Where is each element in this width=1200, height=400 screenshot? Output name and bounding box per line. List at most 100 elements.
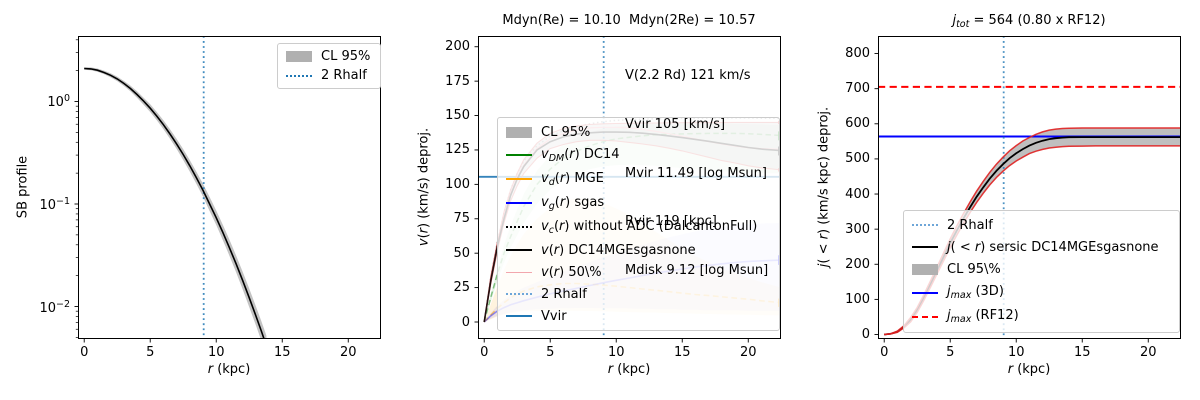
y-tick-label: 100 [845,291,870,307]
legend-line-swatch [912,315,938,318]
legend-label: 2 Rhalf [321,68,367,83]
axes-frame [878,36,1181,339]
plot-title: Mdyn(Re) = 10.10 Mdyn(2Re) = 10.57 [502,13,756,28]
text-part: DM [548,152,565,164]
text-part: (RF12) [971,308,1019,324]
legend-line-swatch [912,224,938,227]
text-part: (kpc) [1013,362,1051,377]
y-tick-label: 600 [845,116,870,132]
legend-entry: vc(r) without ADC (DalcantonFull) [506,219,771,236]
y-tick-label: 100 [47,93,70,111]
text-part: r [559,194,566,210]
legend-label: jmax (3D) [947,284,1004,301]
legend-entry: vDM(r) DC14 [506,147,771,164]
y-tick-label: 10−2 [39,298,70,316]
text-part: ) sersic DC14MGEsgasnone [980,239,1159,255]
y-tick-label: 0 [461,314,470,330]
text-part: j [947,308,951,324]
text-part: ) sgas [565,194,605,210]
text-part: tot [956,19,970,30]
legend-line-swatch [506,315,532,317]
legend-label: CL 95% [541,125,590,140]
text-part: ) MGE [565,170,604,186]
sb-profile [84,67,265,339]
text-part: ) DC14 [574,146,620,162]
text-part: ) without ADC (DalcantonFull) [564,218,758,234]
y-tick-label: 300 [845,221,870,237]
legend-label: jmax (RF12) [947,308,1019,325]
x-tick-label: 5 [146,345,155,360]
legend-entry: CL 95\% [912,262,1171,277]
legend-line-swatch [506,178,532,180]
legend-line-swatch [506,293,532,295]
text-part: 2 Rhalf [321,68,367,83]
text-part: j [947,239,951,255]
y-tick-label: 10−1 [39,196,70,213]
text-part: r [553,242,560,258]
x-tick-label: 20 [1139,345,1157,360]
legend-entry: 2 Rhalf [286,68,372,83]
text-part: ( < [950,239,975,255]
text-part: (kpc) [213,362,251,377]
text-part: ) 50\% [559,264,602,280]
x-axis-label: r (kpc) [608,362,651,377]
text-part: ) DC14MGEsgasnone [559,242,696,258]
x-tick-label: 0 [880,345,889,360]
x-tick-label: 5 [546,345,555,360]
text-part: ( [548,242,554,258]
annotation-line: V(2.2 Rd) 121 km/s [625,68,751,84]
legend-line-swatch [506,271,532,273]
x-tick-label: 20 [339,345,357,360]
text-part: ( [548,264,554,280]
text-part: ( [554,194,560,210]
x-tick-label: 0 [80,345,89,360]
legend-line-swatch [506,202,532,204]
y-tick-label: 100 [445,176,470,192]
y-tick-label: 500 [845,151,870,167]
y-tick-label: 125 [445,142,470,158]
plot-title: jtot = 564 (0.80 x RF12) [952,13,1105,30]
annotation-line: Vvir 105 [km/s] [625,117,726,133]
legend-label: v(r) DC14MGEsgasnone [541,243,696,258]
legend-line-swatch [506,226,532,228]
x-tick-label: 10 [607,345,625,360]
text-part: ( [553,218,560,234]
annotation-line: Mdisk 9.12 [log Msun] [625,262,769,278]
text-part: c [548,224,554,236]
text-part: r [559,170,566,186]
text-part: v [541,146,549,162]
legend-entry: Vvir [506,309,771,324]
text-part: d [548,176,555,188]
y-tick-label: 50 [453,245,470,261]
legend-entry: CL 95% [286,49,372,64]
text-part: v [541,218,549,234]
text-part: CL 95\% [947,261,1001,277]
text-part: v [541,194,549,210]
y-tick-label: 0 [861,327,870,342]
legend-entry: CL 95% [506,125,771,140]
annotation-line: Rvir 119 [kpc] [625,214,717,230]
legend-line-swatch [912,246,938,249]
y-tick-label: 175 [445,73,470,89]
x-tick-label: 15 [273,345,291,360]
text-part: r [607,362,614,377]
legend-line-swatch [506,154,532,156]
x-tick-label: 5 [946,345,955,360]
legend-label: 2 Rhalf [541,287,587,302]
text-part: r [553,264,560,280]
y-tick-label: 150 [445,108,470,124]
text-part: CL 95% [541,124,591,140]
y-tick-label: 75 [453,211,470,227]
text-part: v [541,170,549,186]
text-part: ( [564,146,570,162]
legend-entry: 2 Rhalf [912,218,1171,233]
legend-label: vd(r) MGE [541,171,604,188]
x-tick-label: 20 [739,345,757,360]
text-part: 2 Rhalf [541,286,587,302]
text-part: (kpc) [613,362,651,377]
text-part: (3D) [971,284,1004,300]
